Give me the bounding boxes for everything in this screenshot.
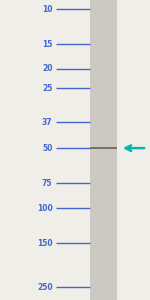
Text: 10: 10 <box>42 4 52 14</box>
Text: 150: 150 <box>37 238 52 247</box>
Text: 75: 75 <box>42 179 52 188</box>
Text: 37: 37 <box>42 118 52 127</box>
Bar <box>90 147 117 149</box>
Text: 100: 100 <box>37 203 52 212</box>
Bar <box>90 0 117 300</box>
Text: 250: 250 <box>37 283 52 292</box>
Text: 50: 50 <box>42 144 52 153</box>
Text: 15: 15 <box>42 40 52 49</box>
Text: 20: 20 <box>42 64 52 74</box>
Text: 25: 25 <box>42 84 52 93</box>
